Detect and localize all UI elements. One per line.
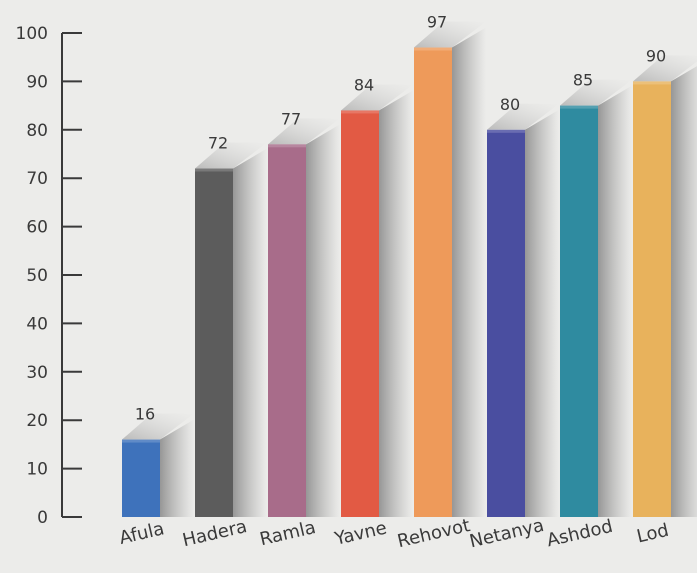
y-tick-label: 10 [26, 460, 48, 480]
bar-shadow [160, 419, 194, 517]
bar-group [633, 55, 697, 518]
bar-highlight [633, 81, 671, 85]
bar-group [122, 413, 194, 517]
bar-shadow [233, 148, 267, 517]
data-label: 97 [427, 13, 447, 32]
bar [195, 168, 233, 517]
bar-top-shadow [414, 21, 486, 48]
bar-highlight [122, 439, 160, 443]
bar-shadow [379, 90, 413, 517]
y-tick-label: 30 [26, 363, 48, 383]
x-tick-label: Afula [117, 518, 166, 549]
data-label: 84 [354, 75, 374, 94]
bar [414, 47, 452, 518]
bar-shadow [525, 109, 559, 518]
data-label: 16 [135, 405, 155, 424]
bar [341, 110, 379, 517]
bar [560, 105, 598, 517]
bar-shadow [452, 27, 486, 518]
bars [122, 21, 697, 518]
y-tick-label: 50 [26, 266, 48, 286]
bar-highlight [195, 168, 233, 172]
bar-highlight [414, 47, 452, 51]
y-tick-label: 40 [26, 314, 48, 334]
bar-top-shadow [122, 413, 194, 440]
y-tick-label: 90 [26, 72, 48, 92]
x-tick-label: Yavne [332, 517, 389, 550]
bar-group [487, 103, 559, 518]
y-tick-label: 0 [37, 508, 48, 528]
bar [633, 81, 671, 518]
x-tick-label: Ramla [258, 517, 318, 550]
bar-top-shadow [268, 118, 340, 145]
data-label: 72 [208, 134, 228, 153]
bar-top-shadow [195, 142, 267, 169]
bar [487, 129, 525, 518]
y-tick-label: 70 [26, 169, 48, 189]
bar-group [341, 84, 413, 517]
bar-group [560, 79, 632, 517]
x-tick-label: Lod [635, 520, 671, 548]
bar-group [414, 21, 486, 518]
bar-highlight [487, 129, 525, 133]
bar-shadow [598, 85, 632, 517]
y-tick-label: 20 [26, 411, 48, 431]
data-label: 90 [646, 46, 666, 65]
x-tick-label: Rehovot [395, 515, 472, 552]
bar-highlight [560, 105, 598, 109]
bar [122, 439, 160, 517]
x-tick-label: Ashdod [545, 516, 615, 552]
bar-shadow [671, 66, 697, 517]
x-tick-label: Hadera [180, 516, 249, 551]
bar-group [268, 118, 340, 517]
x-tick-label: Netanya [468, 515, 547, 552]
data-label: 85 [573, 71, 593, 90]
y-tick-label: 80 [26, 121, 48, 141]
y-tick-label: 100 [16, 24, 48, 44]
bar-top-shadow [560, 79, 632, 106]
y-tick-label: 60 [26, 218, 48, 238]
bar-group [195, 142, 267, 517]
bar-top-shadow [633, 55, 697, 82]
bar-highlight [341, 110, 379, 114]
y-axis: 0 10 20 30 40 50 60 70 80 90 100 [16, 24, 82, 528]
bar-highlight [268, 144, 306, 148]
bar-top-shadow [341, 84, 413, 111]
data-label: 77 [281, 109, 301, 128]
bar-top-shadow [487, 103, 559, 130]
data-label: 80 [500, 95, 520, 114]
bar [268, 144, 306, 517]
bar-shadow [306, 124, 340, 517]
